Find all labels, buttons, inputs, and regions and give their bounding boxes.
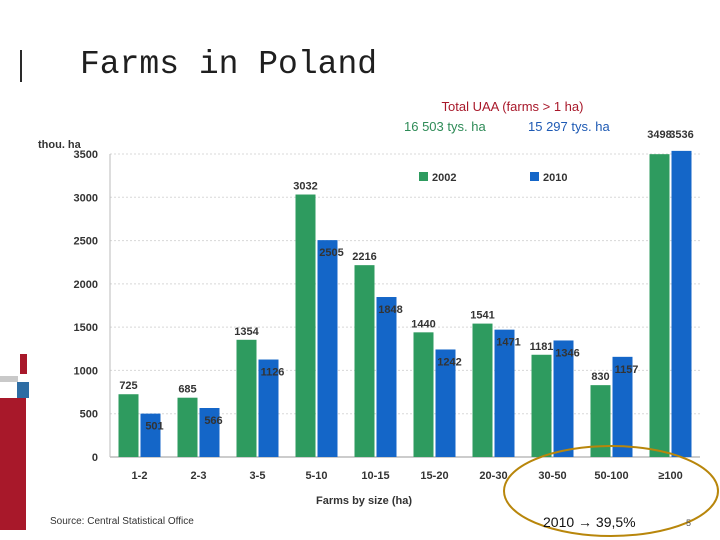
bar-2002-30-50: [531, 354, 552, 457]
data-label-2010-10-15: 1848: [378, 304, 402, 316]
y-tick-label: 500: [80, 409, 98, 421]
data-label-2002-≥100: 3498: [647, 129, 671, 141]
bar-2002-5-10: [295, 194, 316, 457]
x-tick-label: 2-3: [191, 470, 207, 482]
bar-2002-≥100: [649, 154, 670, 457]
data-label-2010-≥100: 3536: [669, 129, 693, 141]
y-tick-label: 2500: [74, 236, 98, 248]
bar-layer: [118, 150, 692, 457]
y-tick-label: 2000: [74, 279, 98, 291]
x-tick-label: 15-20: [420, 470, 448, 482]
decor-red-square: [20, 354, 27, 374]
data-label-2010-1-2: 501: [145, 421, 163, 433]
bar-2010-20-30: [494, 329, 515, 457]
bar-2002-50-100: [590, 385, 611, 457]
x-tick-label: 50-100: [594, 470, 628, 482]
title-accent-bar: [20, 50, 22, 82]
bar-2010-5-10: [317, 240, 338, 457]
bar-2010-15-20: [435, 349, 456, 457]
y-tick-label: 3000: [74, 192, 98, 204]
uaa-value-2002: 16 503 tys. ha: [404, 119, 486, 134]
bar-2002-3-5: [236, 339, 257, 457]
y-tick-label: 0: [92, 452, 98, 464]
data-label-2002-30-50: 1181: [530, 341, 554, 353]
data-label-2010-50-100: 1157: [615, 364, 639, 376]
data-label-2010-5-10: 2505: [319, 247, 343, 259]
y-tick-label: 3500: [74, 149, 98, 161]
bar-2002-10-15: [354, 265, 375, 457]
x-tick-label: 1-2: [132, 470, 148, 482]
legend-swatch-2010: [530, 172, 539, 181]
y-tick-label: 1500: [74, 322, 98, 334]
bar-2002-2-3: [177, 397, 198, 457]
data-label-2002-3-5: 1354: [234, 326, 259, 338]
decor-blue-square: [17, 382, 29, 398]
data-label-2010-3-5: 1126: [261, 367, 285, 379]
bar-2002-15-20: [413, 332, 434, 457]
x-tick-label: 30-50: [538, 470, 566, 482]
uaa-value-2010: 15 297 tys. ha: [528, 119, 610, 134]
x-axis-label: Farms by size (ha): [316, 495, 412, 507]
bar-2010-10-15: [376, 297, 397, 457]
highlight-circle: [503, 445, 719, 537]
data-label-2002-5-10: 3032: [293, 181, 317, 193]
slide-title: Farms in Poland: [80, 46, 378, 83]
data-label-2010-20-30: 1471: [496, 337, 520, 349]
bar-2010-≥100: [671, 150, 692, 457]
source-note: Source: Central Statistical Office: [50, 516, 194, 527]
legend-label-2010: 2010: [543, 172, 567, 184]
data-label-2002-2-3: 685: [178, 384, 196, 396]
decor-gray-strip: [0, 376, 18, 382]
legend-swatch-2002: [419, 172, 428, 181]
uaa-title: Total UAA (farms > 1 ha): [441, 99, 584, 114]
bar-2010-50-100: [612, 356, 633, 457]
data-label-2002-50-100: 830: [591, 371, 609, 383]
bar-2002-1-2: [118, 394, 139, 457]
data-label-2010-2-3: 566: [204, 415, 222, 427]
x-tick-label: 3-5: [250, 470, 266, 482]
y-tick-label: 1000: [74, 365, 98, 377]
highlight-text: 2010 → 39,5%: [543, 514, 636, 530]
y-axis-label: thou. ha: [38, 139, 82, 151]
data-label-2002-20-30: 1541: [470, 310, 494, 322]
data-label-2002-1-2: 725: [119, 380, 137, 392]
bar-2010-2-3: [199, 408, 220, 457]
x-tick-label: 10-15: [361, 470, 389, 482]
bar-2010-30-50: [553, 340, 574, 457]
label-layer: 0 500 1000 1500 2000 2500 3000 3500 725 501 1-2 685…: [74, 129, 694, 482]
bar-2010-1-2: [140, 413, 161, 457]
data-label-2002-15-20: 1440: [411, 318, 435, 330]
x-tick-label: ≥100: [658, 470, 682, 482]
decor-red-band: [0, 398, 26, 530]
legend-label-2002: 2002: [432, 172, 456, 184]
bar-2002-20-30: [472, 323, 493, 457]
page-number: 5: [686, 518, 692, 528]
x-tick-label: 20-30: [479, 470, 507, 482]
bar-2010-3-5: [258, 359, 279, 457]
grid-layer: [109, 153, 700, 458]
data-label-2010-15-20: 1242: [437, 356, 461, 368]
data-label-2002-10-15: 2216: [352, 251, 376, 263]
data-label-2010-30-50: 1346: [555, 347, 579, 359]
x-tick-label: 5-10: [305, 470, 327, 482]
